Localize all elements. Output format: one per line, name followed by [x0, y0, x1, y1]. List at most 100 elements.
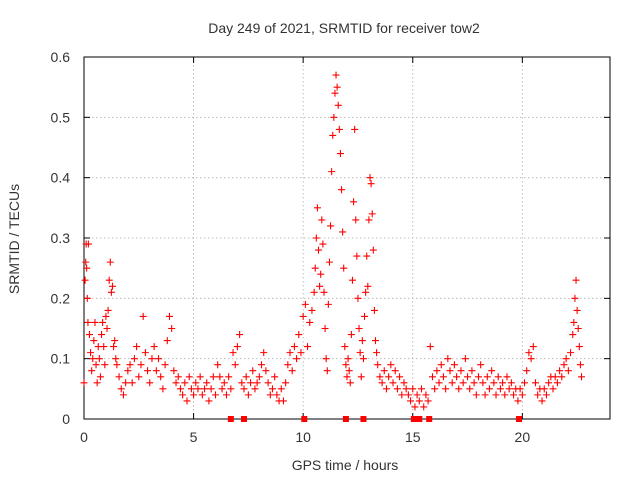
data-point [233, 343, 241, 351]
data-point [83, 294, 91, 302]
data-point [346, 379, 354, 387]
data-point [437, 361, 445, 369]
data-point [475, 373, 482, 381]
data-point [304, 343, 312, 351]
data-point [494, 373, 502, 381]
data-point [335, 125, 343, 133]
data-point [87, 349, 95, 357]
y-tick-label: 0.1 [51, 351, 71, 367]
data-point [89, 355, 97, 363]
data-point [374, 361, 382, 369]
data-point [567, 349, 575, 357]
data-point [418, 385, 426, 393]
data-point [376, 373, 384, 381]
data-point [575, 343, 583, 351]
data-point [448, 379, 456, 387]
data-point [181, 379, 189, 387]
data-point [570, 318, 578, 326]
data-point [113, 361, 121, 369]
data-point [301, 300, 309, 308]
data-point [295, 331, 303, 339]
data-point [179, 391, 187, 399]
data-point [83, 264, 91, 272]
data-point [218, 385, 226, 393]
y-tick-label: 0.3 [51, 230, 71, 246]
data-point [424, 397, 432, 405]
data-point [290, 343, 298, 351]
data-point [444, 355, 452, 363]
data-point [558, 373, 566, 381]
data-point [466, 385, 474, 393]
data-point [402, 385, 410, 393]
data-point [370, 306, 378, 314]
zero-marker [426, 416, 433, 422]
data-point [578, 373, 586, 381]
data-point [100, 343, 108, 351]
data-point [455, 385, 463, 393]
data-point [172, 379, 180, 387]
zero-marker [416, 416, 423, 422]
data-point [354, 294, 362, 302]
data-point [201, 385, 209, 393]
data-point [545, 379, 553, 387]
data-point [422, 391, 430, 399]
data-point [194, 385, 202, 393]
data-point [209, 373, 217, 381]
data-point [170, 367, 178, 375]
data-point [341, 343, 349, 351]
data-point [490, 379, 498, 387]
data-point [400, 379, 408, 387]
data-point [564, 367, 572, 375]
data-point [205, 397, 213, 405]
data-point [229, 349, 237, 357]
data-point [306, 318, 314, 326]
data-point [485, 385, 493, 393]
data-point [299, 312, 307, 320]
zero-marker [301, 416, 308, 422]
data-point [385, 373, 393, 381]
data-point [339, 228, 347, 236]
x-tick-label: 10 [295, 429, 311, 445]
y-tick-label: 0.4 [51, 170, 71, 186]
data-point [84, 240, 92, 248]
data-point [88, 367, 96, 375]
data-point [516, 385, 524, 393]
y-tick-label: 0.6 [51, 49, 71, 65]
data-point [244, 391, 252, 399]
data-point [540, 385, 548, 393]
data-point [266, 391, 274, 399]
data-point [227, 385, 235, 393]
data-point [165, 312, 173, 320]
data-point [363, 252, 371, 260]
data-point [148, 355, 156, 363]
data-point [133, 343, 141, 351]
data-point [459, 379, 467, 387]
data-point [81, 276, 89, 284]
data-point [483, 373, 491, 381]
data-point [344, 355, 352, 363]
data-point [108, 282, 116, 290]
data-point [91, 318, 99, 326]
data-point [461, 355, 469, 363]
data-point [183, 397, 191, 405]
data-point [325, 258, 333, 266]
data-point [128, 379, 136, 387]
data-point [220, 379, 228, 387]
data-point [85, 331, 93, 339]
data-point [340, 264, 348, 272]
data-point [236, 331, 244, 339]
data-point [315, 246, 323, 254]
data-point [122, 379, 130, 387]
data-point [251, 385, 259, 393]
data-point [549, 385, 557, 393]
zero-marker [240, 416, 247, 422]
data-point [106, 258, 114, 266]
data-point [196, 373, 204, 381]
data-point [362, 288, 370, 296]
data-point [391, 367, 399, 375]
data-point [450, 361, 458, 369]
data-point [510, 391, 518, 399]
data-point [141, 349, 149, 357]
data-point [407, 397, 415, 405]
data-point [126, 361, 134, 369]
